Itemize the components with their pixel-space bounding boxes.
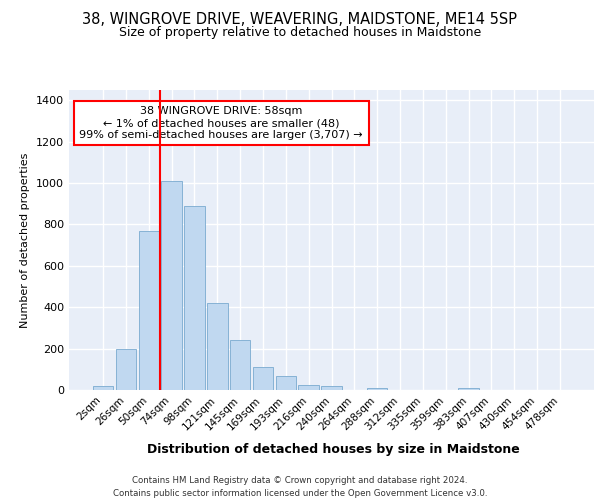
Bar: [367, 388, 388, 390]
Bar: [298, 385, 319, 390]
Bar: [230, 340, 250, 390]
Bar: [207, 303, 227, 390]
Text: Contains HM Land Registry data © Crown copyright and database right 2024.
Contai: Contains HM Land Registry data © Crown c…: [113, 476, 487, 498]
Bar: [458, 388, 479, 390]
Bar: [93, 386, 113, 390]
Bar: [116, 348, 136, 390]
Text: Size of property relative to detached houses in Maidstone: Size of property relative to detached ho…: [119, 26, 481, 39]
Text: Distribution of detached houses by size in Maidstone: Distribution of detached houses by size …: [146, 442, 520, 456]
Bar: [321, 386, 342, 390]
Bar: [161, 181, 182, 390]
Bar: [253, 367, 273, 390]
Text: 38, WINGROVE DRIVE, WEAVERING, MAIDSTONE, ME14 5SP: 38, WINGROVE DRIVE, WEAVERING, MAIDSTONE…: [83, 12, 517, 28]
Bar: [184, 206, 205, 390]
Bar: [275, 376, 296, 390]
Y-axis label: Number of detached properties: Number of detached properties: [20, 152, 31, 328]
Text: 38 WINGROVE DRIVE: 58sqm
← 1% of detached houses are smaller (48)
99% of semi-de: 38 WINGROVE DRIVE: 58sqm ← 1% of detache…: [79, 106, 363, 140]
Bar: [139, 230, 159, 390]
